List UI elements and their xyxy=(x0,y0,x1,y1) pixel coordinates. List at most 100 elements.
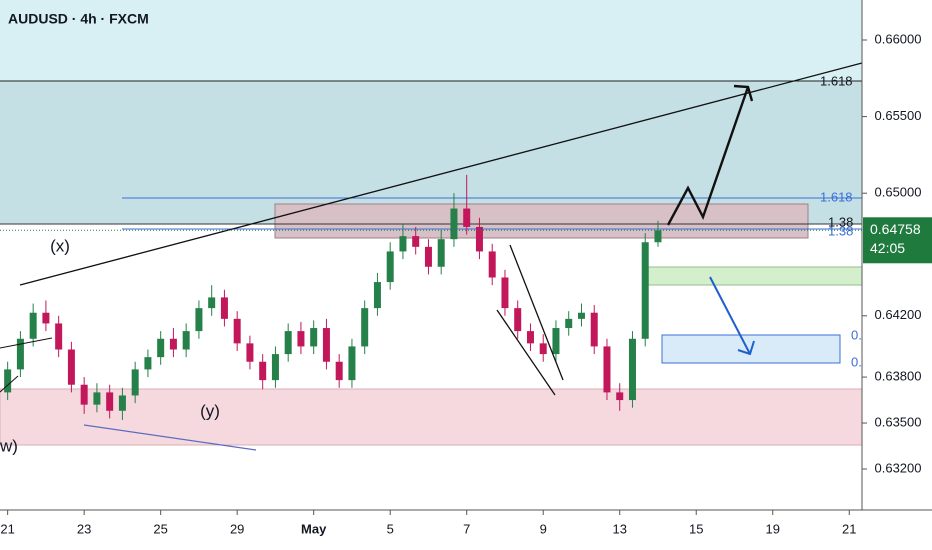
candle-body xyxy=(539,343,547,355)
candle-body xyxy=(399,236,407,252)
candle-body xyxy=(169,338,177,350)
candle-body xyxy=(654,230,662,243)
x-tick-label: 15 xyxy=(689,521,703,536)
candle-body xyxy=(144,357,152,370)
candle-body xyxy=(118,395,126,411)
candle-body xyxy=(386,251,394,283)
x-tick-label: 13 xyxy=(612,521,626,536)
candle-body xyxy=(603,346,611,393)
drawings xyxy=(0,62,863,451)
candle-body xyxy=(628,338,636,401)
candle-body xyxy=(233,318,241,344)
candle-body xyxy=(373,282,381,309)
candle-body xyxy=(131,369,139,396)
candle-body xyxy=(106,392,114,411)
candle-body xyxy=(501,277,509,309)
fib-label: 1.38 xyxy=(828,223,853,238)
candles xyxy=(4,174,662,420)
y-tick-label: 0.65500 xyxy=(875,108,922,123)
projection-arrow-blue xyxy=(709,276,751,355)
fib-label: 0. xyxy=(851,327,862,342)
candle-body xyxy=(16,338,24,370)
candle-body xyxy=(93,392,101,405)
candle-body xyxy=(297,331,305,347)
y-tick-label: 0.66000 xyxy=(875,31,922,46)
trendline xyxy=(0,337,53,349)
candle-body xyxy=(450,208,458,240)
y-tick-label: 0.63500 xyxy=(875,414,922,429)
arrow-head xyxy=(733,84,754,102)
x-tick-label: 21 xyxy=(0,521,14,536)
x-tick-label: 21 xyxy=(842,521,856,536)
wave-label: w) xyxy=(0,436,18,455)
price-tag-label: 0.64758 xyxy=(870,221,921,237)
candle-body xyxy=(220,297,228,319)
x-tick-label: 9 xyxy=(540,521,547,536)
candle-body xyxy=(463,208,471,227)
price-tag: 0.64758 42:05 xyxy=(0,217,932,264)
x-tick-label: 19 xyxy=(766,521,780,536)
wedge-line xyxy=(509,244,564,381)
support-zone xyxy=(0,388,863,446)
x-tick-label: 29 xyxy=(230,521,244,536)
y-tick-label: 0.63800 xyxy=(875,369,922,384)
target-box xyxy=(644,266,863,286)
candle-body xyxy=(259,361,267,381)
x-tick-label: 23 xyxy=(77,521,91,536)
candle-body xyxy=(475,226,483,252)
fib-label: 1.38 xyxy=(828,214,853,229)
candle-body xyxy=(526,331,534,344)
price-tag-box xyxy=(863,217,932,264)
candle-body xyxy=(42,312,50,324)
x-tick-label: 25 xyxy=(153,521,167,536)
candle-body xyxy=(271,354,279,381)
trendline xyxy=(83,424,257,451)
candle-body xyxy=(488,251,496,278)
candle-body xyxy=(67,349,75,385)
candle-body xyxy=(284,331,292,355)
wedge-line xyxy=(496,309,556,396)
fib-zone xyxy=(0,81,862,224)
candle-body xyxy=(577,312,585,319)
candle-body xyxy=(80,384,88,405)
candle-body xyxy=(514,308,522,332)
x-tick-label: May xyxy=(301,521,327,536)
projection-arrow xyxy=(666,86,750,226)
fib-label: 1.618 xyxy=(820,189,853,204)
candle-body xyxy=(361,308,369,347)
fib-label: 1.618 xyxy=(820,73,853,88)
candle-body xyxy=(310,328,318,347)
x-tick-label: 5 xyxy=(387,521,394,536)
candle-body xyxy=(246,343,254,362)
candle-body xyxy=(590,312,598,347)
y-tick-label: 0.65000 xyxy=(875,185,922,200)
candle-body xyxy=(641,242,649,339)
resistance-box xyxy=(274,203,809,239)
candle-body xyxy=(437,239,445,267)
candle-body xyxy=(616,392,624,401)
candle-body xyxy=(348,346,356,381)
trendline xyxy=(0,375,19,393)
x-tick-label: 7 xyxy=(463,521,470,536)
candle-body xyxy=(182,331,190,350)
candle-body xyxy=(4,369,12,393)
countdown-label: 42:05 xyxy=(870,240,905,256)
candle-body xyxy=(412,236,420,247)
candle-body xyxy=(208,297,216,309)
candle-body xyxy=(195,308,203,332)
target-box-blue xyxy=(661,334,841,364)
trendline xyxy=(19,62,863,286)
zone-top xyxy=(0,0,862,81)
arrow-head xyxy=(737,340,755,356)
candle-body xyxy=(157,338,165,358)
candle-body xyxy=(424,246,432,267)
y-tick-label: 0.64200 xyxy=(875,307,922,322)
y-tick-label: 0.63200 xyxy=(875,460,922,475)
candle-body xyxy=(322,328,330,362)
wave-label: (x) xyxy=(50,236,70,255)
candle-body xyxy=(565,318,573,329)
candle-body xyxy=(552,328,560,355)
chart-title: AUDUSD · 4h · FXCM xyxy=(8,11,149,27)
candle-body xyxy=(55,323,63,350)
